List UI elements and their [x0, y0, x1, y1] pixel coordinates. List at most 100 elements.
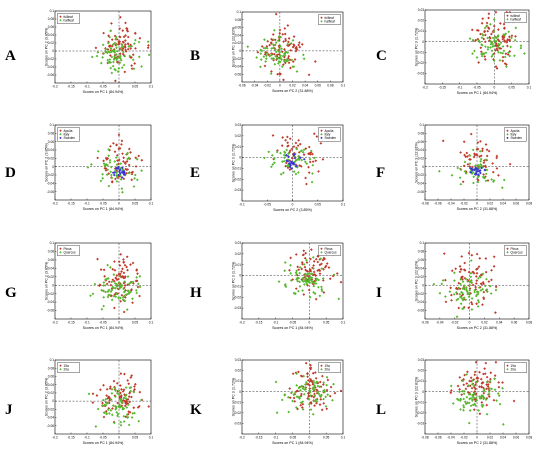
y-tick-label: 0.04	[418, 148, 424, 152]
legend-box	[57, 362, 80, 373]
data-point-19a	[312, 395, 316, 399]
data-point-20a	[101, 398, 105, 402]
legend-box	[57, 245, 80, 256]
data-point-apulia	[487, 149, 491, 153]
x-tick-label: 0.1	[527, 86, 532, 90]
y-tick-label: -0.03	[234, 188, 241, 192]
data-point-pinus	[99, 268, 103, 271]
data-point-quercus	[469, 259, 473, 262]
data-point-halfleaf	[513, 54, 516, 58]
data-point-20a	[455, 397, 459, 401]
y-tick-label: -0.04	[47, 65, 54, 69]
data-point-20a	[488, 379, 492, 383]
data-point-fullleaf	[126, 29, 130, 33]
data-point-fullleaf	[110, 22, 113, 25]
data-point-20a	[473, 392, 476, 395]
x-tick-label: 0.1	[149, 436, 154, 440]
data-point-apulia	[105, 158, 109, 161]
data-point-halfleaf	[123, 54, 127, 58]
x-axis-label: Scores on PC 1 (84.94%)	[272, 326, 313, 330]
y-tick-label: 0.1	[50, 123, 55, 127]
y-tick-label: -0.01	[234, 400, 241, 404]
data-point-quercus	[467, 292, 470, 296]
y-tick-label: 0	[52, 165, 54, 169]
data-point-halfleaf	[283, 53, 287, 57]
data-point-quercus	[317, 285, 320, 289]
data-point-pinus	[478, 257, 482, 260]
data-point-quercus	[297, 289, 300, 293]
data-point-fullleaf	[278, 31, 282, 35]
data-point-20a	[299, 385, 303, 389]
data-point-pinus	[111, 267, 115, 271]
panel-label-k: K	[190, 402, 202, 418]
data-point-halfleaf	[283, 59, 287, 63]
x-tick-label: -0.15	[67, 202, 74, 206]
data-point-apulia	[471, 165, 474, 169]
data-point-apulia	[461, 180, 465, 184]
data-point-halfleaf	[246, 45, 250, 49]
x-axis-label: Scores on PC 1 (84.94%)	[457, 91, 498, 95]
x-tick-label: -0.1	[239, 203, 245, 207]
data-point-20a	[105, 412, 109, 416]
y-tick-label: 0.06	[48, 140, 54, 144]
legend-marker	[59, 136, 62, 140]
data-point-apulia	[123, 161, 127, 164]
x-axis-label: Scores on PC 1 (84.94%)	[83, 326, 124, 330]
y-tick-label: -0.01	[234, 285, 241, 289]
data-point-19a	[333, 391, 337, 395]
data-point-halfleaf	[111, 64, 115, 68]
data-point-fullleaf	[121, 29, 125, 32]
y-tick-label: -0.04	[417, 181, 424, 185]
data-point-20a	[459, 399, 462, 403]
data-point-italy	[135, 178, 139, 182]
y-tick-label: 0.02	[235, 41, 241, 45]
data-point-fullleaf	[134, 47, 137, 50]
legend-marker	[59, 19, 62, 22]
data-point-halfleaf	[114, 37, 117, 41]
data-point-fullleaf	[279, 72, 282, 76]
data-point-fullleaf	[125, 27, 129, 31]
data-point-pinus	[479, 282, 483, 286]
data-point-fullleaf	[492, 24, 496, 28]
data-point-pinus	[474, 287, 478, 291]
data-point-halfleaf	[489, 42, 493, 46]
y-tick-label: 0.02	[418, 19, 424, 23]
data-point-sweden	[120, 176, 124, 179]
panel-label-c: C	[376, 48, 387, 64]
data-point-italy	[133, 173, 137, 177]
data-point-pinus	[303, 265, 307, 269]
data-point-fullleaf	[115, 37, 119, 41]
data-point-halfleaf	[272, 57, 276, 61]
data-point-19a	[306, 375, 309, 379]
legend-box	[318, 14, 341, 25]
data-point-halfleaf	[279, 54, 282, 58]
data-point-fullleaf	[494, 42, 498, 46]
data-point-quercus	[113, 282, 117, 285]
data-point-fullleaf	[123, 44, 127, 48]
data-point-halfleaf	[468, 37, 472, 40]
x-tick-label: -0.02	[264, 84, 271, 88]
data-point-20a	[137, 419, 141, 423]
data-point-20a	[468, 409, 472, 412]
data-point-italy	[135, 157, 139, 161]
data-point-halfleaf	[514, 26, 518, 30]
data-point-apulia	[125, 171, 128, 175]
data-point-pinus	[444, 300, 448, 304]
data-point-20a	[304, 388, 307, 391]
data-point-quercus	[294, 292, 297, 295]
data-point-pinus	[481, 280, 485, 284]
data-point-apulia	[307, 171, 311, 175]
x-tick-label: -0.05	[264, 203, 271, 207]
data-point-quercus	[112, 273, 116, 276]
y-tick-label: 0.06	[48, 258, 54, 262]
x-tick-label: -0.15	[255, 321, 262, 325]
data-point-apulia	[495, 167, 499, 170]
legend-marker	[59, 129, 62, 132]
data-point-pinus	[96, 257, 99, 261]
x-tick-label: 0	[493, 86, 495, 90]
data-point-italy	[107, 154, 110, 158]
legend-label: halfleaf	[511, 17, 521, 21]
data-point-halfleaf	[489, 40, 492, 43]
scatter-plot-d: -0.2 -0.15 -0.1 -0.05 0 0.05 0.1 -0.06 -0.04 -0.0…	[45, 123, 154, 211]
y-tick-label: 0.01	[235, 263, 241, 267]
